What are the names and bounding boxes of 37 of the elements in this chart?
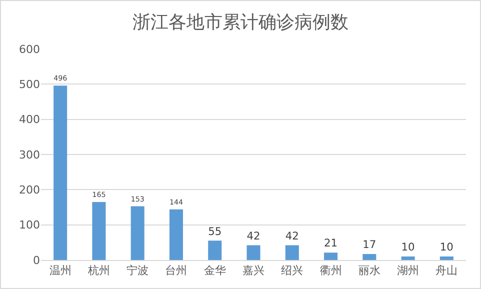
- data-label: 17: [362, 238, 376, 252]
- x-tick-label: 嘉兴: [242, 264, 264, 278]
- y-tick-label: 600: [19, 42, 40, 56]
- y-tick-label: 400: [19, 113, 40, 126]
- x-tick-label: 杭州: [86, 264, 110, 278]
- x-tick-label: 湖州: [397, 264, 420, 278]
- bar: [285, 245, 299, 260]
- bar: [440, 256, 454, 260]
- x-tick-label: 金华: [204, 264, 226, 278]
- bar: [92, 202, 106, 260]
- bar: [362, 254, 376, 260]
- data-label: 42: [285, 229, 299, 242]
- bar: [324, 252, 338, 260]
- data-label: 10: [401, 240, 416, 254]
- y-tick-label: 100: [19, 218, 40, 232]
- data-label: 42: [246, 229, 260, 242]
- data-label: 55: [208, 224, 222, 238]
- data-label: 21: [324, 236, 338, 250]
- data-label: 10: [440, 240, 454, 254]
- x-tick-label: 台州: [165, 264, 188, 278]
- y-tick-label: 200: [19, 184, 40, 197]
- x-tick-label: 丽水: [358, 264, 380, 278]
- x-tick-label: 温州: [49, 264, 72, 278]
- x-tick-label: 舟山: [436, 264, 458, 278]
- bar: [130, 206, 144, 260]
- y-tick-label: 300: [19, 148, 40, 162]
- chart-title: 浙江各地市累计确诊病例数: [132, 12, 348, 33]
- bar: [169, 209, 183, 260]
- y-tick-label: 500: [19, 78, 40, 92]
- x-tick-label: 宁波: [126, 264, 149, 278]
- x-tick-label: 绍兴: [281, 264, 304, 278]
- y-tick-label: 0: [33, 254, 40, 267]
- bar: [208, 240, 222, 260]
- bar: [246, 245, 260, 260]
- bar: [54, 86, 68, 260]
- bar: [401, 256, 415, 260]
- x-tick-label: 衢州: [320, 264, 342, 278]
